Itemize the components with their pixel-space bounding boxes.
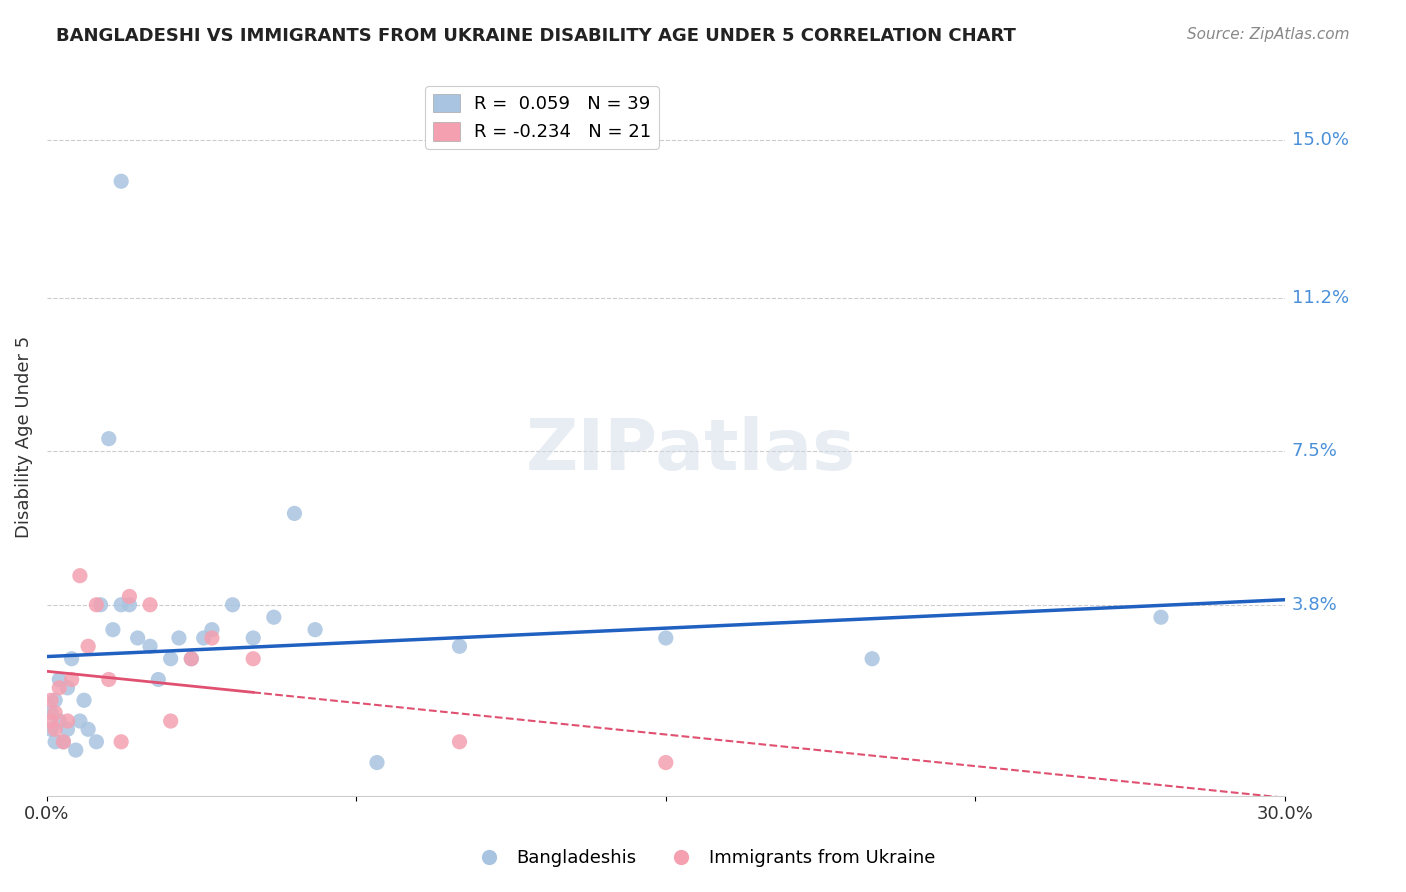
Point [48,681,70,695]
Y-axis label: Disability Age Under 5: Disability Age Under 5 [15,335,32,538]
Point [139,598,162,612]
Text: 11.2%: 11.2% [1292,288,1348,307]
Point [77,723,100,737]
Point [60,673,83,687]
Point [127,631,149,645]
Point [449,640,471,654]
Point [48,673,70,687]
Point [110,735,132,749]
Point [118,598,141,612]
Text: Source: ZipAtlas.com: Source: ZipAtlas.com [1187,27,1350,42]
Point [139,640,162,654]
Point [86,735,108,749]
Point [148,673,170,687]
Legend: Bangladeshis, Immigrants from Ukraine: Bangladeshis, Immigrants from Ukraine [464,842,942,874]
Point [263,610,285,624]
Point [39,714,62,728]
Legend: R =  0.059   N = 39, R = -0.234   N = 21: R = 0.059 N = 39, R = -0.234 N = 21 [426,87,658,149]
Point [44,693,66,707]
Point [69,714,91,728]
Point [39,706,62,720]
Point [283,507,305,521]
Point [242,631,264,645]
Point [242,651,264,665]
Point [44,723,66,737]
Point [201,631,224,645]
Point [69,568,91,582]
Point [366,756,388,770]
Point [860,651,883,665]
Text: 7.5%: 7.5% [1292,442,1337,460]
Point [1150,610,1173,624]
Point [52,735,75,749]
Text: 15.0%: 15.0% [1292,131,1348,149]
Point [44,735,66,749]
Point [73,693,96,707]
Point [39,723,62,737]
Point [193,631,215,645]
Point [101,623,124,637]
Point [655,631,678,645]
Point [97,673,120,687]
Point [56,681,79,695]
Point [159,714,181,728]
Point [56,714,79,728]
Point [48,714,70,728]
Text: BANGLADESHI VS IMMIGRANTS FROM UKRAINE DISABILITY AGE UNDER 5 CORRELATION CHART: BANGLADESHI VS IMMIGRANTS FROM UKRAINE D… [56,27,1017,45]
Point [201,623,224,637]
Point [77,640,100,654]
Point [52,735,75,749]
Point [110,174,132,188]
Point [110,598,132,612]
Text: ZIPatlas: ZIPatlas [526,417,856,485]
Point [180,651,202,665]
Point [167,631,190,645]
Point [180,651,202,665]
Point [90,598,112,612]
Point [44,706,66,720]
Point [159,651,181,665]
Point [86,598,108,612]
Point [655,756,678,770]
Point [97,432,120,446]
Point [118,590,141,604]
Point [304,623,326,637]
Text: 3.8%: 3.8% [1292,596,1337,614]
Point [39,693,62,707]
Point [221,598,243,612]
Point [449,735,471,749]
Point [56,723,79,737]
Point [65,743,87,757]
Point [60,651,83,665]
